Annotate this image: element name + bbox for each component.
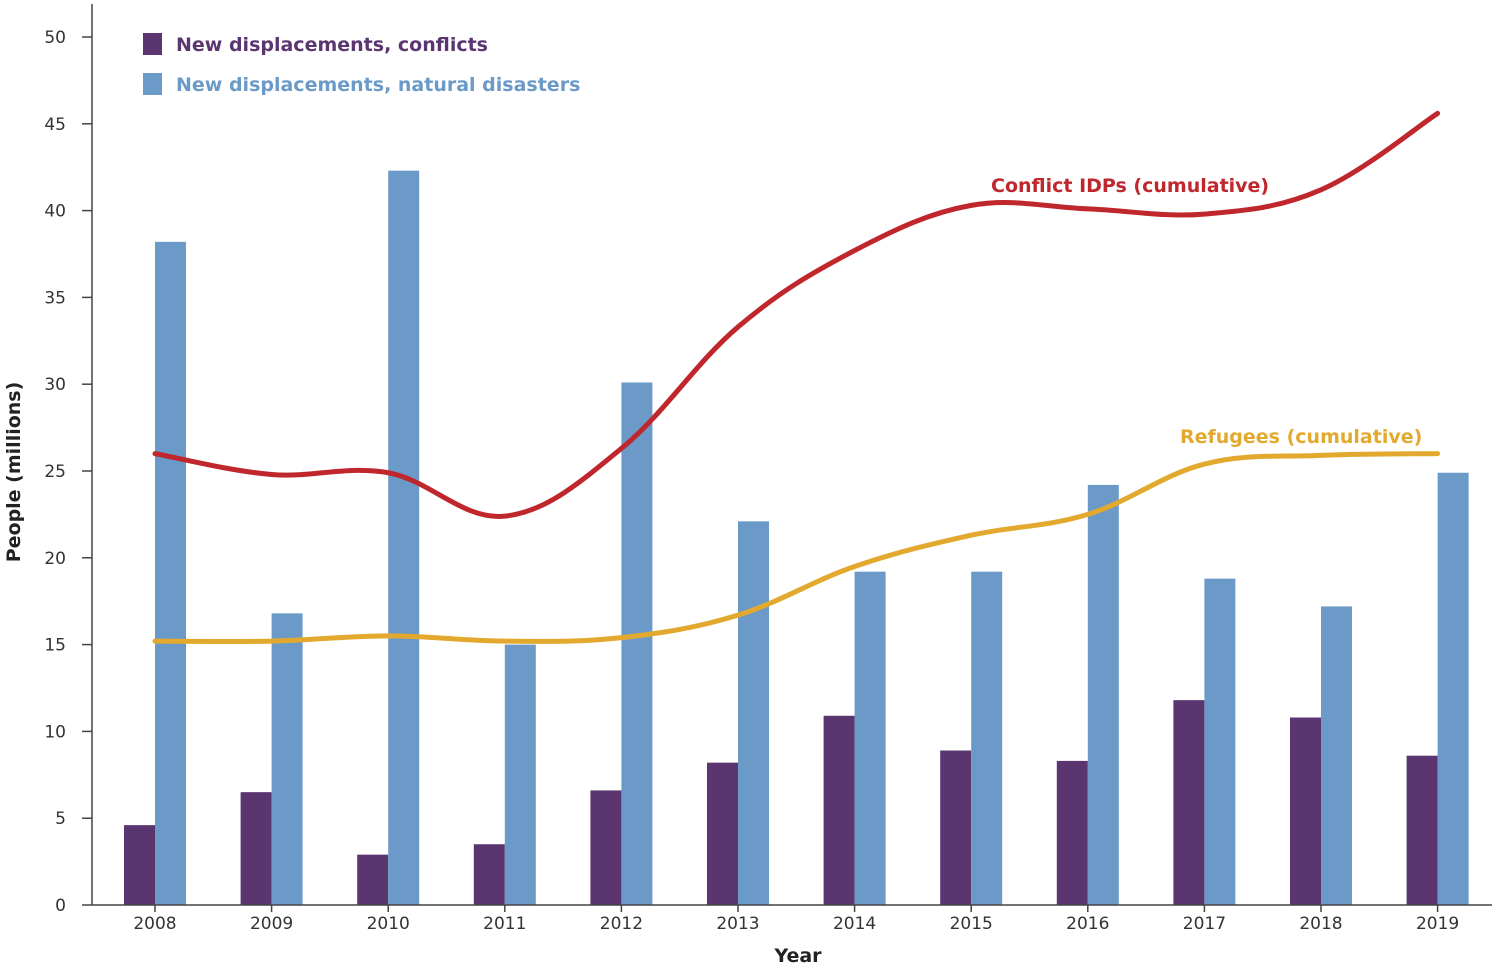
bar-disasters-2012 xyxy=(621,382,653,905)
x-tick-label-2019: 2019 xyxy=(1416,914,1459,934)
bar-conflicts-2010 xyxy=(357,854,389,905)
bar-disasters-2009 xyxy=(271,613,303,905)
legend-swatch-disasters xyxy=(143,73,162,95)
x-tick-label-2013: 2013 xyxy=(716,914,759,934)
bar-conflicts-2016 xyxy=(1056,760,1088,905)
bar-disasters-2019 xyxy=(1437,472,1469,905)
refugees-label: Refugees (cumulative) xyxy=(1180,426,1422,448)
bar-conflicts-2015 xyxy=(940,750,972,905)
bar-disasters-2018 xyxy=(1321,606,1352,905)
bar-conflicts-2008 xyxy=(124,825,155,905)
bar-conflicts-2019 xyxy=(1406,755,1438,905)
bar-conflicts-2012 xyxy=(590,790,622,905)
refugees-line xyxy=(152,451,1441,645)
y-tick-label-30: 30 xyxy=(44,375,66,395)
bar-disasters-2016 xyxy=(1087,484,1119,905)
bar-disasters-2010 xyxy=(388,170,420,905)
y-tick-label-10: 10 xyxy=(44,722,66,742)
x-tick-label-2015: 2015 xyxy=(950,914,993,934)
x-tick-label-2017: 2017 xyxy=(1183,914,1226,934)
y-tick-label-15: 15 xyxy=(44,636,66,656)
bar-conflicts-2011 xyxy=(473,844,505,905)
bar-disasters-2014 xyxy=(854,571,886,905)
bar-disasters-2008 xyxy=(155,241,186,905)
x-tick-label-2016: 2016 xyxy=(1066,914,1109,934)
bar-disasters-2015 xyxy=(971,571,1003,905)
x-tick-label-2018: 2018 xyxy=(1299,914,1342,934)
bar-conflicts-2014 xyxy=(823,715,855,905)
x-tick-label-2008: 2008 xyxy=(133,914,176,934)
y-tick-label-40: 40 xyxy=(44,202,66,222)
y-tick-label-45: 45 xyxy=(44,115,66,135)
conflict-idps-label: Conflict IDPs (cumulative) xyxy=(991,175,1269,197)
bar-disasters-2017 xyxy=(1204,578,1236,905)
bar-conflicts-2009 xyxy=(240,792,272,905)
y-tick-label-50: 50 xyxy=(44,28,66,48)
bar-conflicts-2013 xyxy=(707,762,738,905)
y-tick-label-35: 35 xyxy=(44,288,66,308)
y-tick-label-25: 25 xyxy=(44,462,66,482)
axes-layer: 0 5 10 15 20 25 30 35 40 45 50 2008 2009 2010 2011 2012… xyxy=(3,4,1492,967)
bar-conflicts-2017 xyxy=(1173,700,1205,905)
y-tick-label-20: 20 xyxy=(44,549,66,569)
bar-conflicts-2018 xyxy=(1290,717,1321,905)
x-tick-label-2012: 2012 xyxy=(600,914,643,934)
conflict-idps-line xyxy=(152,110,1441,519)
lines-layer xyxy=(152,110,1441,645)
x-tick-label-2010: 2010 xyxy=(367,914,410,934)
x-tick-label-2014: 2014 xyxy=(833,914,876,934)
legend-label-conflicts: New displacements, conflicts xyxy=(176,34,488,56)
bar-disasters-2013 xyxy=(738,521,769,905)
legend-swatch-conflicts xyxy=(143,33,162,55)
x-tick-label-2009: 2009 xyxy=(250,914,293,934)
x-axis-title: Year xyxy=(773,945,822,967)
line-labels: Conflict IDPs (cumulative) Refugees (cumu… xyxy=(991,175,1422,448)
bar-disasters-2011 xyxy=(504,644,536,905)
y-axis-title: People (millions) xyxy=(3,382,25,563)
bars-layer xyxy=(124,170,1469,905)
y-tick-label-5: 5 xyxy=(55,809,66,829)
x-tick-label-2011: 2011 xyxy=(483,914,526,934)
legend: New displacements, conflicts New displace… xyxy=(143,33,580,96)
legend-label-disasters: New displacements, natural disasters xyxy=(176,74,580,96)
y-tick-label-0: 0 xyxy=(55,896,66,916)
